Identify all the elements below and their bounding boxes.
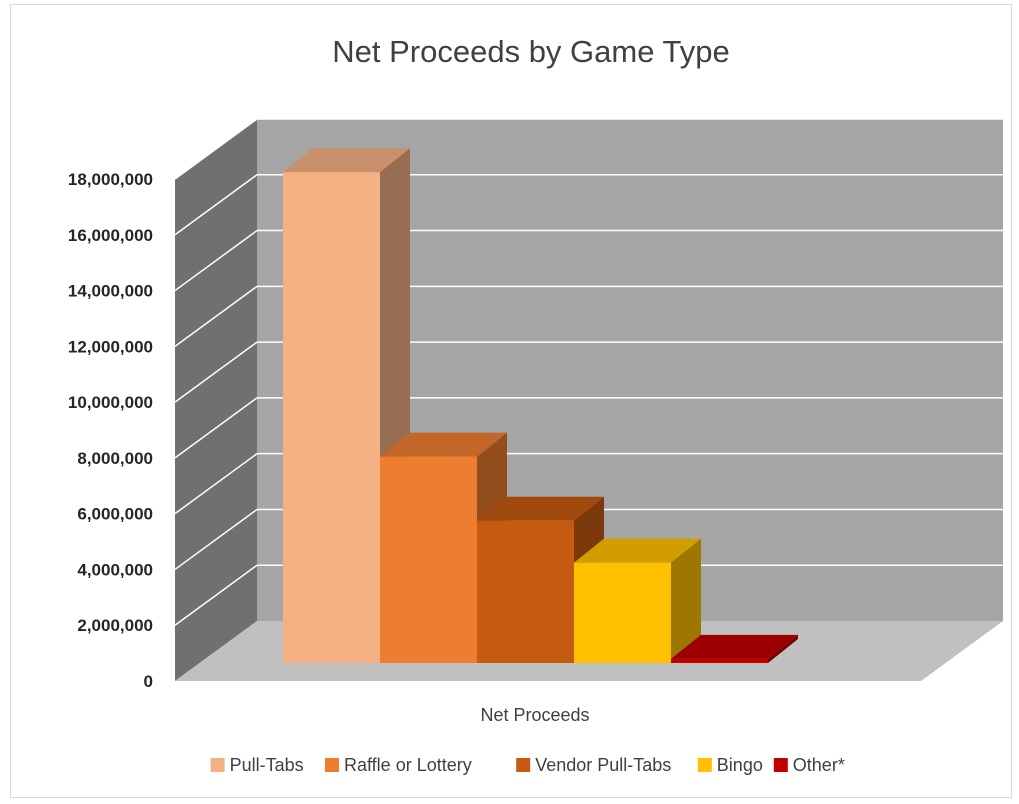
gridline-side (174, 564, 258, 626)
bar (671, 634, 798, 663)
bar-top (477, 496, 604, 521)
gridline-side (174, 229, 258, 292)
bar-front (671, 658, 768, 663)
y-tick-label: 18,000,000 (68, 170, 153, 189)
bar-top (671, 634, 798, 659)
bar-front (283, 172, 380, 663)
gridline-side (174, 397, 258, 459)
legend-swatch (325, 758, 339, 772)
bar-top (574, 538, 701, 563)
bar (574, 538, 701, 663)
bar-front (574, 562, 671, 663)
y-tick-label: 8,000,000 (77, 449, 153, 468)
y-tick-label: 10,000,000 (68, 393, 153, 412)
legend-label: Other* (793, 755, 845, 775)
legend-label: Raffle or Lottery (344, 755, 472, 775)
legend-label: Bingo (717, 755, 763, 775)
legend-swatch (516, 758, 531, 772)
gridline-side (174, 508, 258, 571)
y-tick-label: 14,000,000 (68, 282, 153, 301)
y-tick-label: 12,000,000 (68, 337, 153, 356)
y-tick-label: 16,000,000 (68, 226, 153, 245)
legend-swatch (773, 758, 788, 772)
y-tick-label: 2,000,000 (77, 616, 153, 635)
gridline-side (174, 174, 258, 236)
bar-front (477, 520, 574, 663)
legend-label: Pull-Tabs (230, 755, 304, 775)
chart-frame: 0 2,000,000 4,000,000 6,000,000 8,000,000 10,… (10, 4, 1012, 798)
y-tick-label: 6,000,000 (77, 505, 153, 524)
bar-side (671, 538, 701, 663)
side-wall (175, 119, 257, 681)
legend-swatch (697, 758, 712, 772)
legend-item: Vendor Pull-Tabs (516, 755, 671, 775)
y-axis: 0 2,000,000 4,000,000 6,000,000 8,000,000 10,… (68, 170, 153, 691)
bar-front (380, 456, 477, 663)
legend-item: Bingo (697, 755, 763, 775)
legend-item: Pull-Tabs (210, 755, 304, 775)
gridline-side (174, 341, 258, 403)
gridline-side (174, 453, 258, 515)
bar-top (283, 148, 410, 173)
legend-swatch (210, 758, 225, 772)
legend: Pull-Tabs Raffle or Lottery Vendor Pull-Ta… (210, 755, 845, 775)
bar-side (768, 634, 798, 663)
chart-title: Net Proceeds by Game Type (332, 34, 729, 69)
x-category-label: Net Proceeds (480, 705, 589, 725)
bar-top (380, 432, 507, 457)
y-tick-label: 0 (144, 672, 153, 691)
bars (283, 148, 798, 664)
legend-item: Raffle or Lottery (325, 755, 472, 775)
legend-item: Other* (773, 755, 845, 775)
gridline-side (174, 285, 258, 347)
gridline-side (174, 118, 258, 180)
y-tick-label: 4,000,000 (77, 560, 153, 579)
legend-label: Vendor Pull-Tabs (535, 755, 671, 775)
net-proceeds-chart: 0 2,000,000 4,000,000 6,000,000 8,000,000 10,… (68, 34, 1003, 775)
